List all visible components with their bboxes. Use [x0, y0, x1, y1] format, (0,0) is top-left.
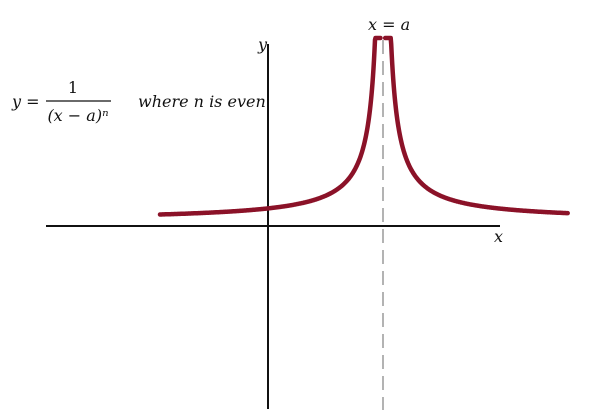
equation-denominator: (x − a)ⁿ: [47, 106, 108, 125]
equation-note: where n is even: [138, 92, 266, 111]
y-axis-label: y: [257, 35, 268, 54]
curve-left-branch: [157, 35, 383, 217]
asymptote-label: x = a: [368, 15, 410, 34]
x-axis-label: x: [494, 227, 503, 246]
curve-right-branch: [382, 35, 570, 216]
equation-lhs: y =: [11, 92, 40, 111]
equation-numerator: 1: [68, 78, 78, 97]
